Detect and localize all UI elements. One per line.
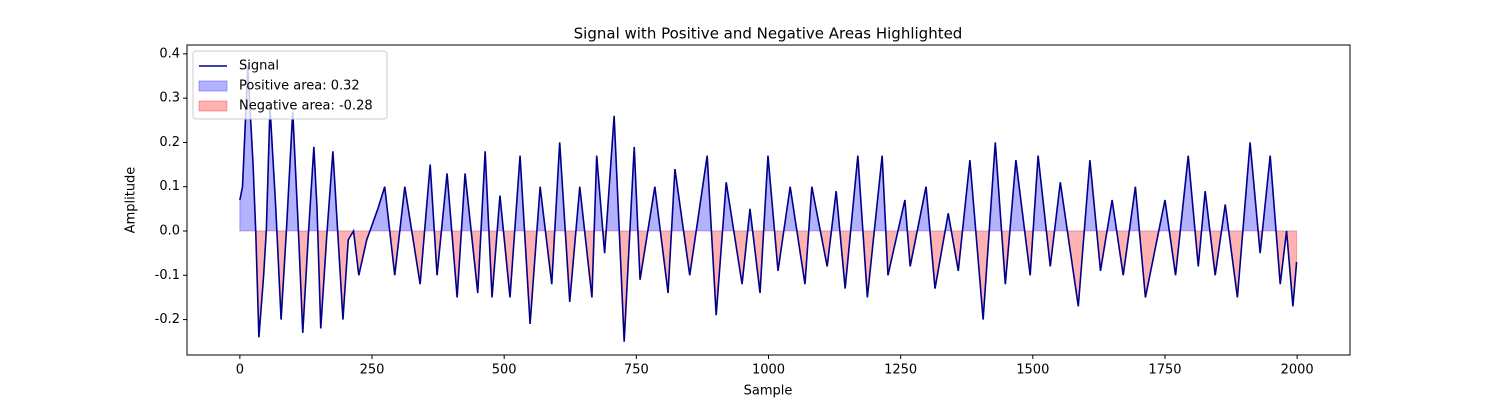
- x-tick-label: 2000: [1281, 363, 1314, 378]
- legend-swatch: [198, 80, 228, 92]
- legend-swatch: [198, 100, 228, 112]
- y-tick-label: -0.1: [155, 268, 180, 283]
- x-axis-label: Sample: [744, 384, 793, 399]
- chart-title: Signal with Positive and Negative Areas …: [574, 25, 963, 43]
- x-tick-label: 500: [492, 363, 517, 378]
- positive-area: [239, 67, 1298, 231]
- x-tick-label: 1500: [1016, 363, 1049, 378]
- x-tick-label: 1000: [752, 363, 785, 378]
- y-tick-label: -0.2: [155, 312, 180, 327]
- x-tick-label: 1250: [884, 363, 917, 378]
- y-tick-label: 0.1: [159, 179, 180, 194]
- legend-label: Positive area: 0.32: [239, 79, 360, 94]
- legend: Signal Positive area: 0.32 Negative area: …: [192, 50, 388, 120]
- x-tick-label: 1750: [1148, 363, 1181, 378]
- y-tick-label: 0.2: [159, 135, 180, 150]
- legend-label: Negative area: -0.28: [239, 99, 373, 114]
- x-tick-label: 750: [624, 363, 649, 378]
- y-tick-label: 0.3: [159, 91, 180, 106]
- x-tick-label: 0: [236, 363, 244, 378]
- y-tick-label: 0.4: [159, 46, 180, 61]
- signal-line: [239, 67, 1298, 342]
- y-tick-label: 0.0: [159, 224, 180, 239]
- x-tick-label: 250: [360, 363, 385, 378]
- plot-frame: [186, 44, 1351, 356]
- y-axis-label: Amplitude: [124, 167, 139, 234]
- legend-label: Signal: [239, 59, 279, 74]
- legend-box: [192, 50, 388, 120]
